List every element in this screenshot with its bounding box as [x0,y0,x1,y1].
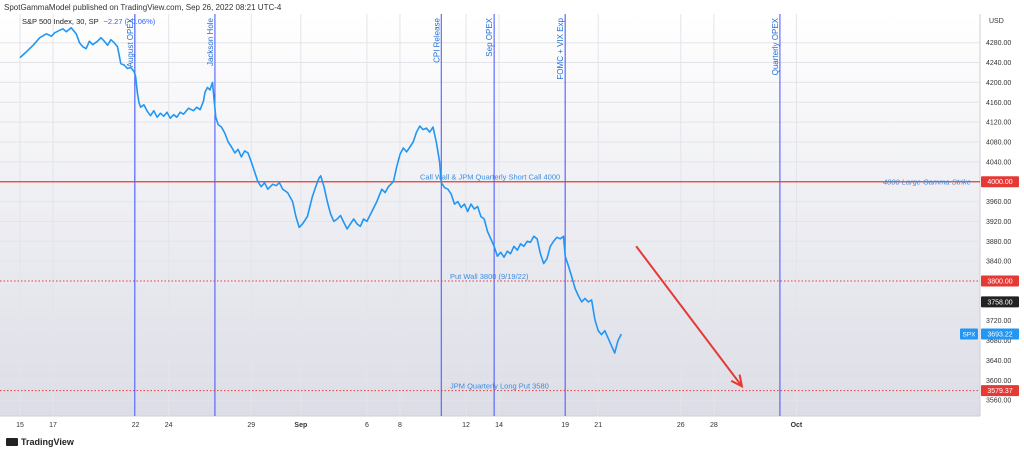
event-label: CPI Release [432,17,441,62]
event-label: Jackson Hole [206,17,215,66]
y-tick-label: 4240.00 [986,60,1011,67]
level-label: Put Wall 3800 (9/19/22) [450,272,529,281]
price-marker-badge[interactable] [981,296,1019,308]
x-tick-label: 15 [16,422,24,429]
level-price-badge[interactable] [981,275,1019,287]
y-tick-label: 3680.00 [986,338,1011,345]
level-label-secondary: 4000 Large Gamma Strike [883,178,971,187]
y-tick-label: 4040.00 [986,159,1011,166]
price-change: −2.27 (−0.06%) [103,17,156,26]
y-tick-label: 3960.00 [986,199,1011,206]
level-label: Call Wall & JPM Quarterly Short Call 400… [420,173,560,182]
y-tick-label: 4280.00 [986,40,1011,47]
x-tick-label: Sep [294,422,307,429]
y-tick-label: 3560.00 [986,398,1011,405]
y-tick-label: 4080.00 [986,140,1011,147]
event-label: August OPEX [126,17,135,67]
level-price-badge-text: 4000.00 [987,179,1012,186]
event-label: FOMC + VIX Exp [556,17,565,79]
event-label: Quarterly OPEX [771,17,780,75]
x-tick-label: 12 [462,422,470,429]
y-tick-label: 4160.00 [986,100,1011,107]
x-tick-label: 26 [677,422,685,429]
series-tag-text: SPX [962,332,976,339]
event-label: Sep OPEX [485,17,494,56]
y-tick-label: 3920.00 [986,219,1011,226]
x-tick-label: 22 [132,422,140,429]
plot-background [0,14,980,416]
y-tick-label: 3840.00 [986,259,1011,266]
y-tick-label: 3640.00 [986,358,1011,365]
symbol-legend[interactable]: S&P 500 Index, 30, SP −2.27 (−0.06%) [22,17,155,26]
tradingview-brand: TradingView [21,437,74,447]
level-price-badge[interactable] [981,385,1019,397]
time-axis-background [0,416,1024,432]
price-marker-text: 3693.22 [987,332,1012,339]
series-tag[interactable] [960,328,978,340]
x-tick-label: 24 [165,422,173,429]
price-series-line[interactable] [19,27,623,354]
price-axis-background [980,14,1024,416]
y-tick-label: 3880.00 [986,239,1011,246]
projection-arrow-line[interactable] [635,245,743,387]
x-tick-label: Oct [791,422,803,429]
x-tick-label: 6 [365,422,369,429]
y-tick-label: 3600.00 [986,378,1011,385]
y-tick-label: 3720.00 [986,318,1011,325]
x-tick-label: 8 [398,422,402,429]
tradingview-logo-icon [6,438,18,446]
x-tick-label: 14 [495,422,503,429]
tradingview-logo[interactable]: TradingView [6,437,74,447]
y-tick-label: 4200.00 [986,80,1011,87]
x-tick-label: 17 [49,422,57,429]
projection-arrow-head [730,374,744,389]
last-price-badge[interactable] [981,328,1019,340]
level-price-badge-text: 3579.37 [987,388,1012,395]
price-marker-text: 3758.00 [987,299,1012,306]
level-price-badge-text: 3800.00 [987,279,1012,286]
x-tick-label: 28 [710,422,718,429]
level-label: JPM Quarterly Long Put 3580 [450,382,549,391]
x-tick-label: 29 [247,422,255,429]
x-tick-label: 19 [561,422,569,429]
currency-label: USD [989,18,1004,25]
symbol-name: S&P 500 Index, 30, SP [22,17,99,26]
y-tick-label: 4120.00 [986,120,1011,127]
level-price-badge[interactable] [981,176,1019,188]
publisher-caption: SpotGammaModel published on TradingView.… [4,3,282,12]
x-tick-label: 21 [594,422,602,429]
